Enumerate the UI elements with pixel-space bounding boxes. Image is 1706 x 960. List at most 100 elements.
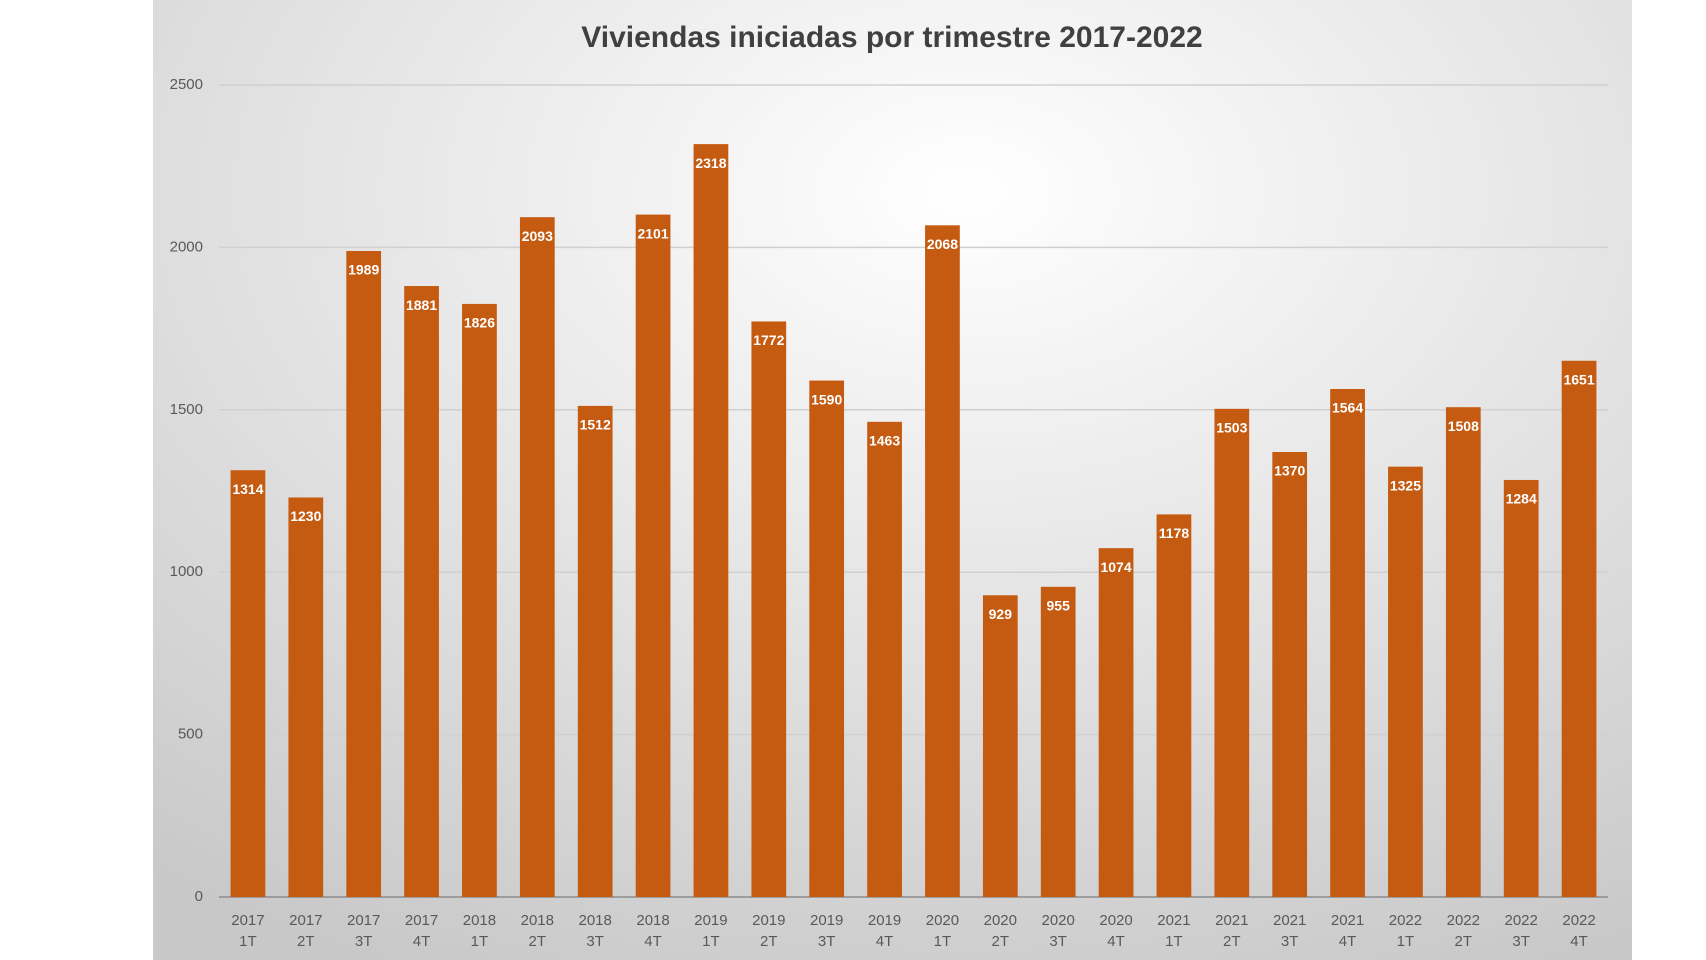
x-tick-label: 2018 [463,912,496,929]
x-tick-label: 4T [1570,933,1588,950]
x-tick-label: 2017 [231,912,264,929]
y-tick-label: 1500 [170,401,203,418]
value-label: 1284 [1506,491,1537,507]
value-label: 929 [989,606,1013,622]
bar [230,470,266,897]
x-tick-label: 3T [355,933,373,950]
x-tick-label: 2T [1223,933,1241,950]
value-label: 1772 [753,332,784,348]
x-tick-label: 2019 [810,912,843,929]
bar [1330,389,1365,897]
bar [809,380,845,897]
x-tick-label: 2021 [1273,912,1306,929]
y-tick-label: 1000 [170,563,203,580]
bar [404,286,439,897]
value-label: 1989 [348,262,379,278]
bar [519,217,555,897]
bar [1214,408,1250,897]
x-tick-label: 2T [529,933,547,950]
value-label: 1826 [464,315,495,331]
y-tick-label: 500 [178,726,203,743]
value-label: 1508 [1448,418,1479,434]
value-label: 1314 [232,481,263,497]
bar [462,303,497,898]
value-label: 1325 [1390,477,1421,493]
value-label: 2068 [927,236,958,252]
value-label: 955 [1047,598,1071,614]
x-tick-label: 3T [586,933,604,950]
x-tick-label: 2019 [694,912,727,929]
value-label: 1881 [406,297,437,313]
bar [1503,479,1539,897]
bar [751,321,787,897]
y-tick-label: 0 [195,888,203,905]
x-tick-label: 3T [818,933,836,950]
chart-title: Viviendas iniciadas por trimestre 2017-2… [581,21,1202,54]
value-label: 1074 [1100,559,1131,575]
x-tick-label: 1T [1165,933,1183,950]
x-tick-label: 2021 [1331,912,1364,929]
x-tick-label: 2017 [289,912,322,929]
x-tick-label: 2018 [579,912,612,929]
bar [1272,452,1308,897]
bar [693,144,729,898]
x-tick-label: 1T [1397,933,1415,950]
y-tick-label: 2500 [170,76,203,93]
x-tick-label: 1T [702,933,720,950]
x-tick-label: 3T [1512,933,1530,950]
x-tick-label: 2020 [1042,912,1075,929]
x-tick-label: 2021 [1157,912,1190,929]
value-label: 1463 [869,433,900,449]
x-tick-label: 2019 [868,912,901,929]
x-tick-label: 2020 [984,912,1017,929]
x-tick-label: 2022 [1447,912,1480,929]
x-tick-label: 4T [644,933,662,950]
value-label: 1503 [1216,420,1247,436]
bar [925,225,960,897]
y-tick-label: 2000 [170,238,203,255]
x-tick-label: 2018 [521,912,554,929]
x-tick-label: 2020 [1099,912,1132,929]
value-label: 1651 [1563,371,1594,387]
bar [982,595,1018,897]
x-tick-label: 2022 [1505,912,1538,929]
value-label: 2318 [695,155,726,171]
bar [1561,360,1597,897]
x-tick-label: 3T [1049,933,1067,950]
x-tick-label: 1T [239,933,257,950]
bar [1098,548,1134,897]
x-tick-label: 2017 [347,912,380,929]
value-label: 1590 [811,391,842,407]
x-tick-label: 2T [297,933,315,950]
x-tick-label: 2021 [1215,912,1248,929]
value-label: 2093 [522,228,553,244]
bar [577,405,613,897]
x-tick-label: 4T [413,933,431,950]
bar [867,421,902,897]
x-tick-label: 3T [1281,933,1299,950]
x-tick-label: 2T [760,933,778,950]
x-tick-label: 2T [992,933,1010,950]
bar [346,250,382,898]
x-tick-label: 2017 [405,912,438,929]
bar [1388,466,1423,897]
value-label: 1512 [580,417,611,433]
value-label: 1564 [1332,400,1363,416]
value-label: 1370 [1274,463,1305,479]
value-label: 2101 [637,225,668,241]
x-tick-label: 1T [934,933,952,950]
x-tick-label: 2020 [926,912,959,929]
bar [635,214,671,897]
x-tick-label: 2018 [636,912,669,929]
x-tick-label: 4T [1107,933,1125,950]
bar [1445,407,1481,897]
x-tick-label: 2022 [1562,912,1595,929]
x-tick-label: 4T [1339,933,1357,950]
x-tick-label: 1T [471,933,489,950]
x-tick-label: 2022 [1389,912,1422,929]
bar [1156,514,1192,897]
x-tick-label: 4T [876,933,894,950]
x-tick-label: 2019 [752,912,785,929]
